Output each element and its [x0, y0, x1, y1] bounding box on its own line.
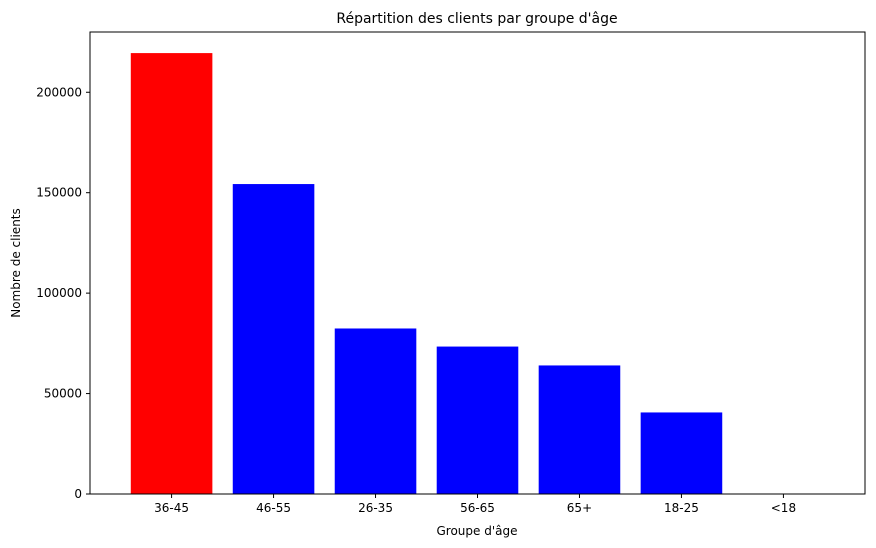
bar-18-25 — [641, 412, 723, 494]
x-tick-label: 46-55 — [256, 501, 291, 515]
bar-56-65 — [437, 347, 519, 494]
y-tick-label: 100000 — [36, 286, 82, 300]
y-tick-label: 50000 — [44, 387, 82, 401]
y-tick-label: 0 — [74, 487, 82, 501]
x-tick-label: 65+ — [567, 501, 592, 515]
x-tick-label: 26-35 — [358, 501, 393, 515]
bar-46-55 — [233, 184, 315, 494]
x-tick-label: 36-45 — [154, 501, 189, 515]
bar-26-35 — [335, 328, 417, 494]
x-tick-label: 18-25 — [664, 501, 699, 515]
bar-65+ — [539, 365, 621, 494]
x-axis-ticks: 36-45 46-55 26-35 56-65 65+ 18-25 <18 — [154, 494, 796, 515]
x-tick-label: 56-65 — [460, 501, 495, 515]
x-axis-label: Groupe d'âge — [437, 524, 518, 538]
x-tick-label: <18 — [771, 501, 796, 515]
bars-group — [131, 53, 824, 494]
y-tick-label: 150000 — [36, 186, 82, 200]
chart-title: Répartition des clients par groupe d'âge — [336, 11, 617, 27]
y-axis-label: Nombre de clients — [9, 208, 23, 318]
y-tick-label: 200000 — [36, 85, 82, 99]
y-axis-ticks: 0 50000 100000 150000 200000 — [36, 85, 90, 501]
bar-36-45 — [131, 53, 213, 494]
